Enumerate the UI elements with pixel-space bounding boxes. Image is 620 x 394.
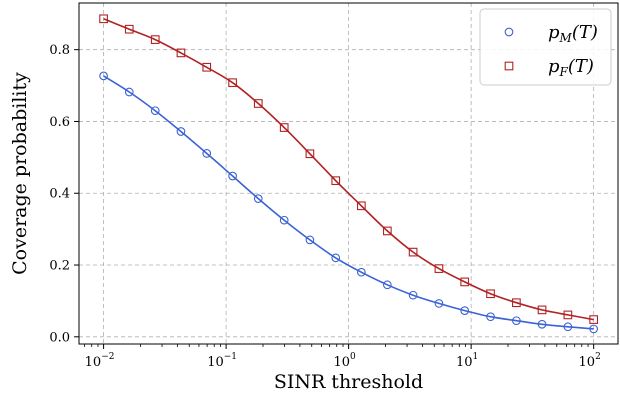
series-1-point: [486, 289, 495, 299]
series-1-point: [150, 35, 160, 44]
series-0-curve: [103, 75, 594, 330]
y-tick-label: 0.2: [49, 259, 70, 274]
series-0-point: [228, 171, 237, 181]
series-1-point: [512, 298, 521, 308]
series-0-point: [99, 71, 108, 81]
series-1-curve: [103, 18, 594, 321]
legend-label-1: pF(T): [548, 56, 594, 79]
series-0-point: [356, 267, 366, 277]
axis-ticks: 10−2 10−1 100 101 102 0.0 0.2 0.4 0.6 0.8: [49, 43, 600, 370]
x-tick-label: 10−1: [207, 352, 237, 370]
series-0-point: [486, 312, 495, 322]
series-1-point: [99, 14, 108, 24]
y-tick-label: 0.4: [49, 187, 70, 202]
series-0-point: [460, 306, 470, 315]
series-0-point: [589, 324, 599, 334]
series-0-point: [408, 290, 418, 300]
series-1-point: [253, 99, 263, 108]
y-tick-label: 0.8: [49, 43, 70, 58]
series-0-point: [202, 149, 212, 158]
series-1-point: [305, 149, 315, 159]
series-0-point: [331, 253, 341, 263]
series-0-point: [537, 319, 547, 329]
x-tick-label: 101: [456, 352, 478, 370]
series-1-point: [331, 176, 341, 186]
series-0-point: [382, 280, 392, 290]
legend: pM(T) pF(T): [479, 8, 612, 86]
y-tick-label: 0.0: [49, 330, 70, 345]
fitted-curves: [103, 18, 594, 330]
series-0-point: [279, 215, 289, 225]
x-axis-label: SINR threshold: [274, 371, 423, 393]
series-0-point: [305, 235, 315, 245]
series-1-point: [537, 305, 547, 315]
series-1-point: [382, 226, 392, 236]
series-0-point: [512, 316, 521, 326]
series-0-point: [176, 127, 186, 136]
series-0-point: [563, 322, 573, 332]
series-1-point: [408, 247, 418, 257]
series-1-point: [176, 48, 186, 58]
series-1-point: [279, 123, 289, 132]
series-0-point: [253, 194, 263, 203]
series-1-point: [228, 78, 237, 88]
series-1-point: [202, 62, 212, 72]
series-0-point: [434, 299, 444, 308]
y-axis-label: Coverage probability: [9, 72, 31, 275]
x-tick-label: 10−2: [85, 352, 115, 370]
legend-marker-1: [504, 61, 514, 71]
x-tick-label: 102: [579, 352, 601, 370]
series-0-point: [150, 106, 160, 116]
series-1-point: [356, 201, 366, 211]
series-1-point: [124, 24, 134, 34]
data-markers: [99, 14, 599, 334]
legend-label-0: pM(T): [548, 22, 598, 45]
series-1-point: [589, 315, 599, 324]
x-tick-label: 100: [333, 352, 356, 370]
series-1-point: [434, 264, 444, 273]
y-tick-label: 0.6: [49, 115, 70, 130]
series-0-point: [124, 87, 134, 97]
series-1-point: [563, 310, 573, 320]
legend-marker-0: [504, 27, 514, 37]
series-1-point: [460, 277, 470, 287]
